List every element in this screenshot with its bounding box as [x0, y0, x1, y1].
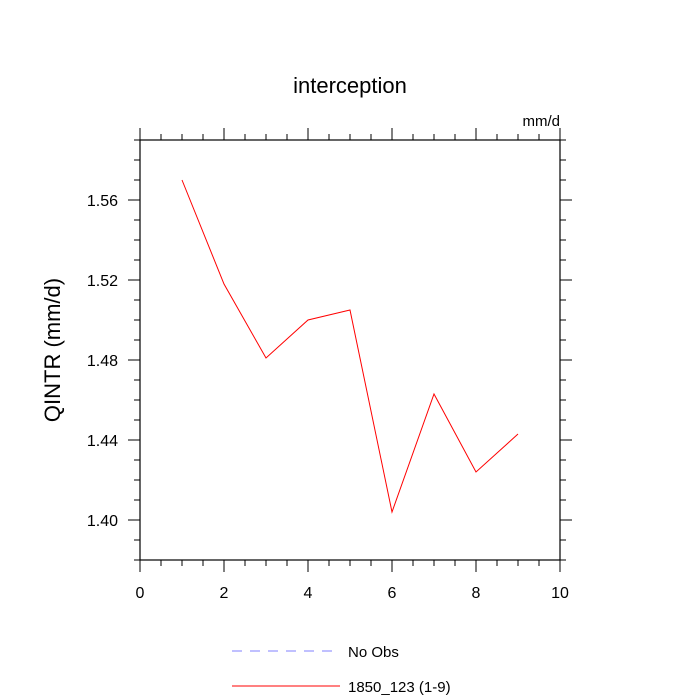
- axis-ticks: [128, 128, 572, 572]
- y-tick-label: 1.56: [87, 193, 118, 210]
- x-tick-label: 8: [472, 585, 481, 602]
- series-layer: [181, 179, 519, 514]
- series-line: [181, 179, 519, 514]
- x-tick-label: 4: [304, 585, 313, 602]
- legend-label-no-obs: No Obs: [348, 644, 399, 661]
- legend-label-1850-123: 1850_123 (1-9): [348, 679, 451, 696]
- x-tick-label: 2: [220, 585, 229, 602]
- x-tick-label: 10: [551, 585, 569, 602]
- y-tick-label: 1.40: [87, 513, 118, 530]
- chart-title: interception: [293, 73, 407, 98]
- y-tick-label: 1.52: [87, 273, 118, 290]
- y-axis-label: QINTR (mm/d): [40, 278, 65, 422]
- x-tick-label: 6: [388, 585, 397, 602]
- legend: No Obs 1850_123 (1-9): [232, 644, 451, 696]
- units-label: mm/d: [523, 113, 561, 130]
- y-tick-label: 1.44: [87, 433, 118, 450]
- tick-labels: 0 2 4 6 8 10 1.40 1.44 1.48 1.52 1.56: [87, 193, 569, 602]
- x-tick-label: 0: [136, 585, 145, 602]
- y-tick-label: 1.48: [87, 353, 118, 370]
- plot-frame: [139, 139, 561, 561]
